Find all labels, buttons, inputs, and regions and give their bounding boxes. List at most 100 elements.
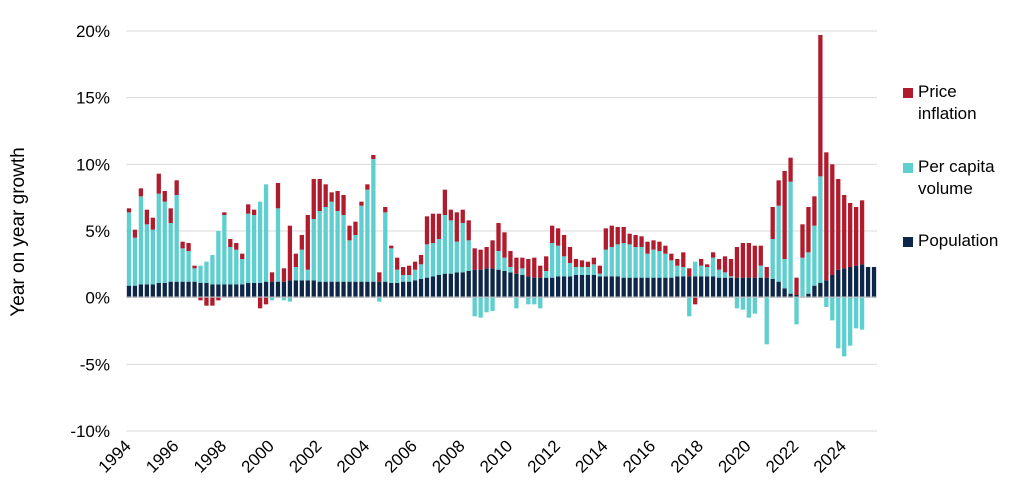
bar-segment (669, 277, 674, 298)
bar-segment (204, 283, 209, 298)
bar-segment (806, 293, 811, 298)
bar-segment (311, 219, 316, 281)
bar-segment (848, 297, 853, 346)
bar-segment (651, 277, 656, 298)
bar-segment (252, 215, 257, 283)
bar-segment (627, 233, 632, 245)
bar-segment (263, 184, 269, 282)
bar-segment (257, 297, 263, 309)
bar-segment (186, 251, 191, 282)
bar-segment (681, 252, 686, 267)
bar-segment (782, 288, 787, 298)
bar-segment (806, 252, 811, 294)
bar-segment (716, 259, 722, 270)
bar-segment (365, 184, 370, 190)
bar-segment (216, 231, 221, 285)
bar-segment (848, 267, 853, 298)
bar-segment (722, 256, 728, 273)
bar-segment (371, 155, 376, 159)
bar-segment (853, 297, 859, 329)
bar-segment (532, 257, 537, 278)
bar-segment (436, 213, 442, 239)
bar-segment (150, 229, 155, 285)
bar-segment (347, 281, 352, 298)
bar-segment (538, 265, 543, 278)
bar-segment (192, 281, 197, 298)
bar-segment (591, 275, 597, 298)
bar-segment (752, 297, 757, 314)
bar-segment (395, 269, 400, 283)
bar-segment (687, 268, 692, 277)
bar-segment (383, 207, 388, 213)
bar-segment (663, 277, 668, 298)
bar-segment (502, 271, 507, 298)
bar-segment (800, 224, 805, 258)
bar-segment (645, 253, 650, 278)
bar-segment (359, 205, 364, 282)
bar-segment (347, 225, 352, 241)
bar-segment (585, 275, 591, 298)
bar-segment (555, 245, 561, 277)
bar-segment (490, 268, 495, 298)
bar-segment (323, 281, 328, 298)
bar-segment (639, 236, 644, 247)
bar-segment (699, 259, 704, 266)
bar-segment (853, 207, 859, 266)
legend-swatch (903, 237, 913, 247)
bar-segment (335, 211, 340, 282)
bar-segment (615, 244, 620, 277)
bar-segment (573, 275, 579, 298)
bar-segment (609, 225, 614, 247)
bar-segment (466, 240, 471, 271)
bar-segment (752, 277, 757, 298)
bar-segment (472, 297, 477, 317)
bar-segment (234, 243, 239, 250)
bar-segment (842, 195, 847, 269)
bar-segment (484, 297, 489, 313)
bar-segment (192, 268, 197, 282)
bar-segment (526, 297, 531, 305)
bar-segment (162, 201, 167, 283)
bar-segment (323, 207, 328, 282)
bar-segment (162, 191, 167, 202)
bar-segment (377, 272, 382, 282)
bar-segment (699, 265, 704, 277)
x-tick-label: 2022 (762, 436, 802, 476)
bar-segment (317, 281, 322, 298)
bar-segment (836, 297, 841, 349)
bar-segment (484, 247, 489, 269)
y-tick-label: -5% (80, 355, 110, 374)
x-tick-label: 2004 (333, 436, 373, 476)
bar-segment (508, 272, 513, 298)
bar-segment (395, 283, 400, 298)
bar-segment (615, 227, 620, 245)
bar-segment (544, 277, 549, 298)
bar-segment (275, 281, 281, 298)
bar-segment (532, 297, 537, 305)
bar-segment (389, 283, 394, 298)
bar-segment (263, 281, 269, 298)
bar-segment (347, 240, 352, 282)
legend-label: Population (918, 231, 998, 250)
bar-segment (538, 277, 543, 298)
bar-segment (675, 276, 680, 298)
bar-segment (412, 269, 418, 281)
legend-swatch (903, 88, 913, 98)
bar-segment (776, 281, 781, 298)
bar-segment (716, 277, 722, 298)
bar-segment (174, 281, 179, 298)
y-tick-label: 5% (85, 222, 110, 241)
legend-label: Per capita volume (918, 157, 995, 198)
bar-segment (204, 297, 209, 306)
y-tick-label: -10% (70, 422, 110, 441)
bar-segment (222, 284, 227, 298)
bar-segment (555, 276, 561, 298)
bar-segment (418, 255, 424, 265)
bar-segment (788, 181, 793, 294)
bar-segment (597, 265, 602, 274)
x-axis-ticks: 1994 1996 1998 2000 2002 2004 2006 2008 2010 2012… (95, 436, 850, 476)
bar-segment (246, 204, 251, 214)
bar-segment (287, 280, 293, 298)
bar-segment (561, 235, 567, 257)
bar-segment (776, 205, 781, 282)
